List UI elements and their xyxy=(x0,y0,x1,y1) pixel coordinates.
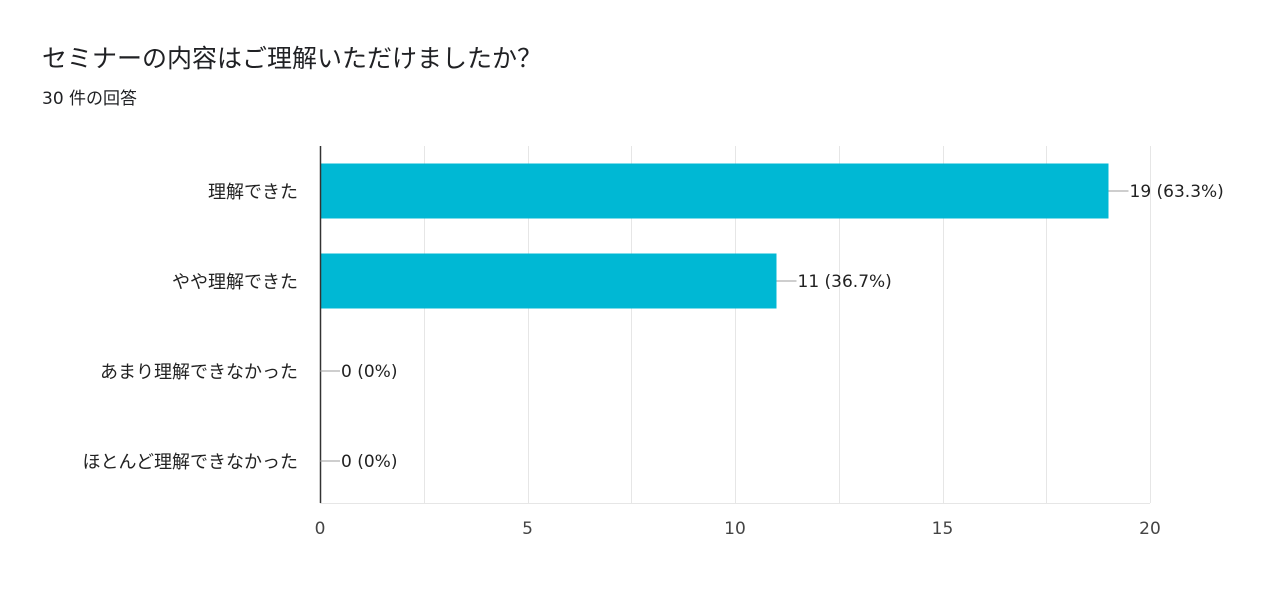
bar xyxy=(320,253,777,309)
bars xyxy=(320,163,1109,309)
data-label: 0 (0%) xyxy=(341,452,397,472)
data-label: 11 (36.7%) xyxy=(798,272,892,292)
category-label: 理解できた xyxy=(208,182,298,203)
response-count: 30 件の回答 xyxy=(42,89,138,109)
x-tick-label: 0 xyxy=(315,519,326,539)
bar xyxy=(320,163,1109,219)
x-tick-label: 5 xyxy=(522,519,533,539)
category-label: ほとんど理解できなかった xyxy=(83,452,298,473)
data-label: 19 (63.3%) xyxy=(1130,182,1224,202)
x-tick-label: 10 xyxy=(724,519,746,539)
labels: 19 (63.3%) 理解できた 11 (36.7%) やや理解できた 0 (0%) あま… xyxy=(83,182,1224,539)
category-label: あまり理解できなかった xyxy=(100,362,298,383)
category-label: やや理解できた xyxy=(172,272,298,293)
chart-title: セミナーの内容はご理解いただけましたか？ xyxy=(42,44,543,73)
x-tick-label: 15 xyxy=(932,519,954,539)
data-label: 0 (0%) xyxy=(341,362,397,382)
x-tick-label: 20 xyxy=(1139,519,1161,539)
